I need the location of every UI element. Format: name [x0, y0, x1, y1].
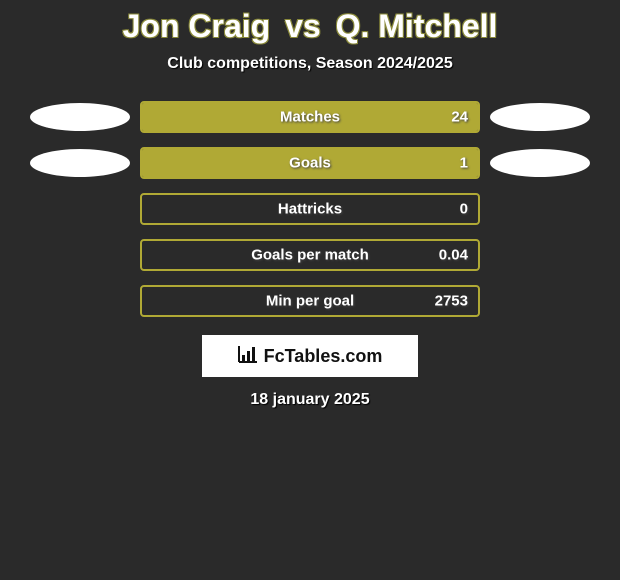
- player1-badge: [30, 103, 130, 131]
- subtitle: Club competitions, Season 2024/2025: [0, 55, 620, 73]
- stat-bar: Goals 1: [140, 147, 480, 179]
- stat-value: 0.04: [439, 247, 468, 264]
- title: Jon Craig vs Q. Mitchell: [0, 8, 620, 45]
- stat-row: Min per goal 2753: [0, 285, 620, 317]
- stat-row: Hattricks 0: [0, 193, 620, 225]
- comparison-widget: Jon Craig vs Q. Mitchell Club competitio…: [0, 0, 620, 409]
- stat-label: Min per goal: [266, 293, 354, 310]
- logo-box: FcTables.com: [202, 335, 418, 377]
- logo-text: FcTables.com: [264, 346, 383, 367]
- stat-row: Goals per match 0.04: [0, 239, 620, 271]
- stat-row: Matches 24: [0, 101, 620, 133]
- stat-value: 1: [460, 155, 468, 172]
- stat-bar: Goals per match 0.04: [140, 239, 480, 271]
- player2-name: Q. Mitchell: [336, 8, 498, 44]
- stat-value: 0: [460, 201, 468, 218]
- title-vs: vs: [285, 8, 321, 44]
- stat-value: 2753: [435, 293, 468, 310]
- player1-name: Jon Craig: [123, 8, 271, 44]
- stat-label: Goals: [289, 155, 331, 172]
- stat-label: Matches: [280, 109, 340, 126]
- stat-label: Hattricks: [278, 201, 342, 218]
- stat-label: Goals per match: [251, 247, 369, 264]
- stat-value: 24: [451, 109, 468, 126]
- stat-bar: Min per goal 2753: [140, 285, 480, 317]
- stats-rows: Matches 24 Goals 1 Hattricks 0 Goals per match…: [0, 101, 620, 317]
- stat-bar: Matches 24: [140, 101, 480, 133]
- stat-row: Goals 1: [0, 147, 620, 179]
- date: 18 january 2025: [0, 391, 620, 409]
- logo: FcTables.com: [238, 345, 383, 368]
- player1-badge: [30, 149, 130, 177]
- bar-chart-icon: [238, 345, 258, 368]
- player2-badge: [490, 103, 590, 131]
- stat-bar: Hattricks 0: [140, 193, 480, 225]
- player2-badge: [490, 149, 590, 177]
